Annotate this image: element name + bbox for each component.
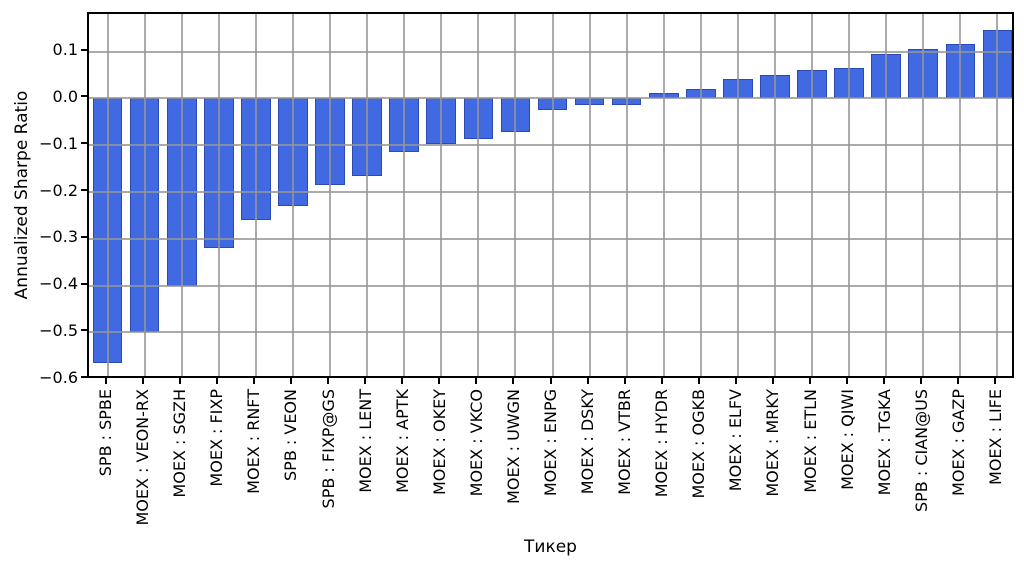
v-gridline [811, 14, 814, 376]
x-tick-mark [104, 378, 107, 384]
x-tick-mark [994, 378, 997, 384]
x-tick-mark [920, 378, 923, 384]
v-gridline [514, 14, 517, 376]
v-gridline [180, 14, 183, 376]
x-tick-mark [549, 378, 552, 384]
v-gridline [440, 14, 443, 376]
v-gridline [848, 14, 851, 376]
v-gridline [551, 14, 554, 376]
v-gridline [106, 14, 109, 376]
y-tick-mark [81, 48, 87, 51]
x-tick-mark [586, 378, 589, 384]
v-gridline [291, 14, 294, 376]
v-gridline [773, 14, 776, 376]
v-gridline [366, 14, 369, 376]
v-gridline [736, 14, 739, 376]
v-gridline [922, 14, 925, 376]
y-tick-mark [81, 282, 87, 285]
v-gridline [143, 14, 146, 376]
y-tick-mark [81, 189, 87, 192]
x-tick-mark [141, 378, 144, 384]
x-tick-mark [697, 378, 700, 384]
v-gridline [699, 14, 702, 376]
v-gridline [477, 14, 480, 376]
y-tick-mark [81, 142, 87, 145]
v-gridline [959, 14, 962, 376]
y-tick-mark [81, 329, 87, 332]
v-gridline [217, 14, 220, 376]
plot-area [87, 12, 1014, 378]
x-tick-mark [512, 378, 515, 384]
x-tick-mark [883, 378, 886, 384]
x-tick-mark [623, 378, 626, 384]
x-tick-mark [252, 378, 255, 384]
v-gridline [254, 14, 257, 376]
y-tick-label: 0.1 [52, 40, 78, 60]
y-tick-label: −0.6 [39, 367, 78, 387]
y-tick-label: −0.5 [39, 320, 78, 340]
y-tick-label: −0.2 [39, 180, 78, 200]
v-gridline [403, 14, 406, 376]
x-tick-mark [438, 378, 441, 384]
x-tick-mark [809, 378, 812, 384]
h-gridline [89, 331, 1012, 334]
v-gridline [625, 14, 628, 376]
x-tick-mark [178, 378, 181, 384]
y-tick-label: −0.3 [39, 227, 78, 247]
h-gridline [89, 50, 1012, 53]
y-tick-label: −0.1 [39, 133, 78, 153]
x-tick-mark [327, 378, 330, 384]
x-tick-mark [957, 378, 960, 384]
x-tick-mark [660, 378, 663, 384]
x-tick-mark [734, 378, 737, 384]
h-gridline [89, 237, 1012, 240]
h-gridline [89, 284, 1012, 287]
h-gridline [89, 191, 1012, 194]
x-tick-mark [289, 378, 292, 384]
x-tick-mark [771, 378, 774, 384]
x-tick-mark [401, 378, 404, 384]
y-tick-label: 0.0 [52, 86, 78, 106]
h-gridline [89, 97, 1012, 100]
y-tick-label: −0.4 [39, 274, 78, 294]
v-gridline [329, 14, 332, 376]
x-axis-label: Тикер [524, 537, 577, 557]
v-gridline [996, 14, 999, 376]
x-tick-mark [846, 378, 849, 384]
v-gridline [588, 14, 591, 376]
x-tick-mark [475, 378, 478, 384]
y-tick-mark [81, 235, 87, 238]
x-tick-mark [215, 378, 218, 384]
v-gridline [885, 14, 888, 376]
y-tick-mark [81, 95, 87, 98]
y-tick-mark [81, 376, 87, 379]
x-tick-mark [364, 378, 367, 384]
h-gridline [89, 144, 1012, 147]
v-gridline [662, 14, 665, 376]
